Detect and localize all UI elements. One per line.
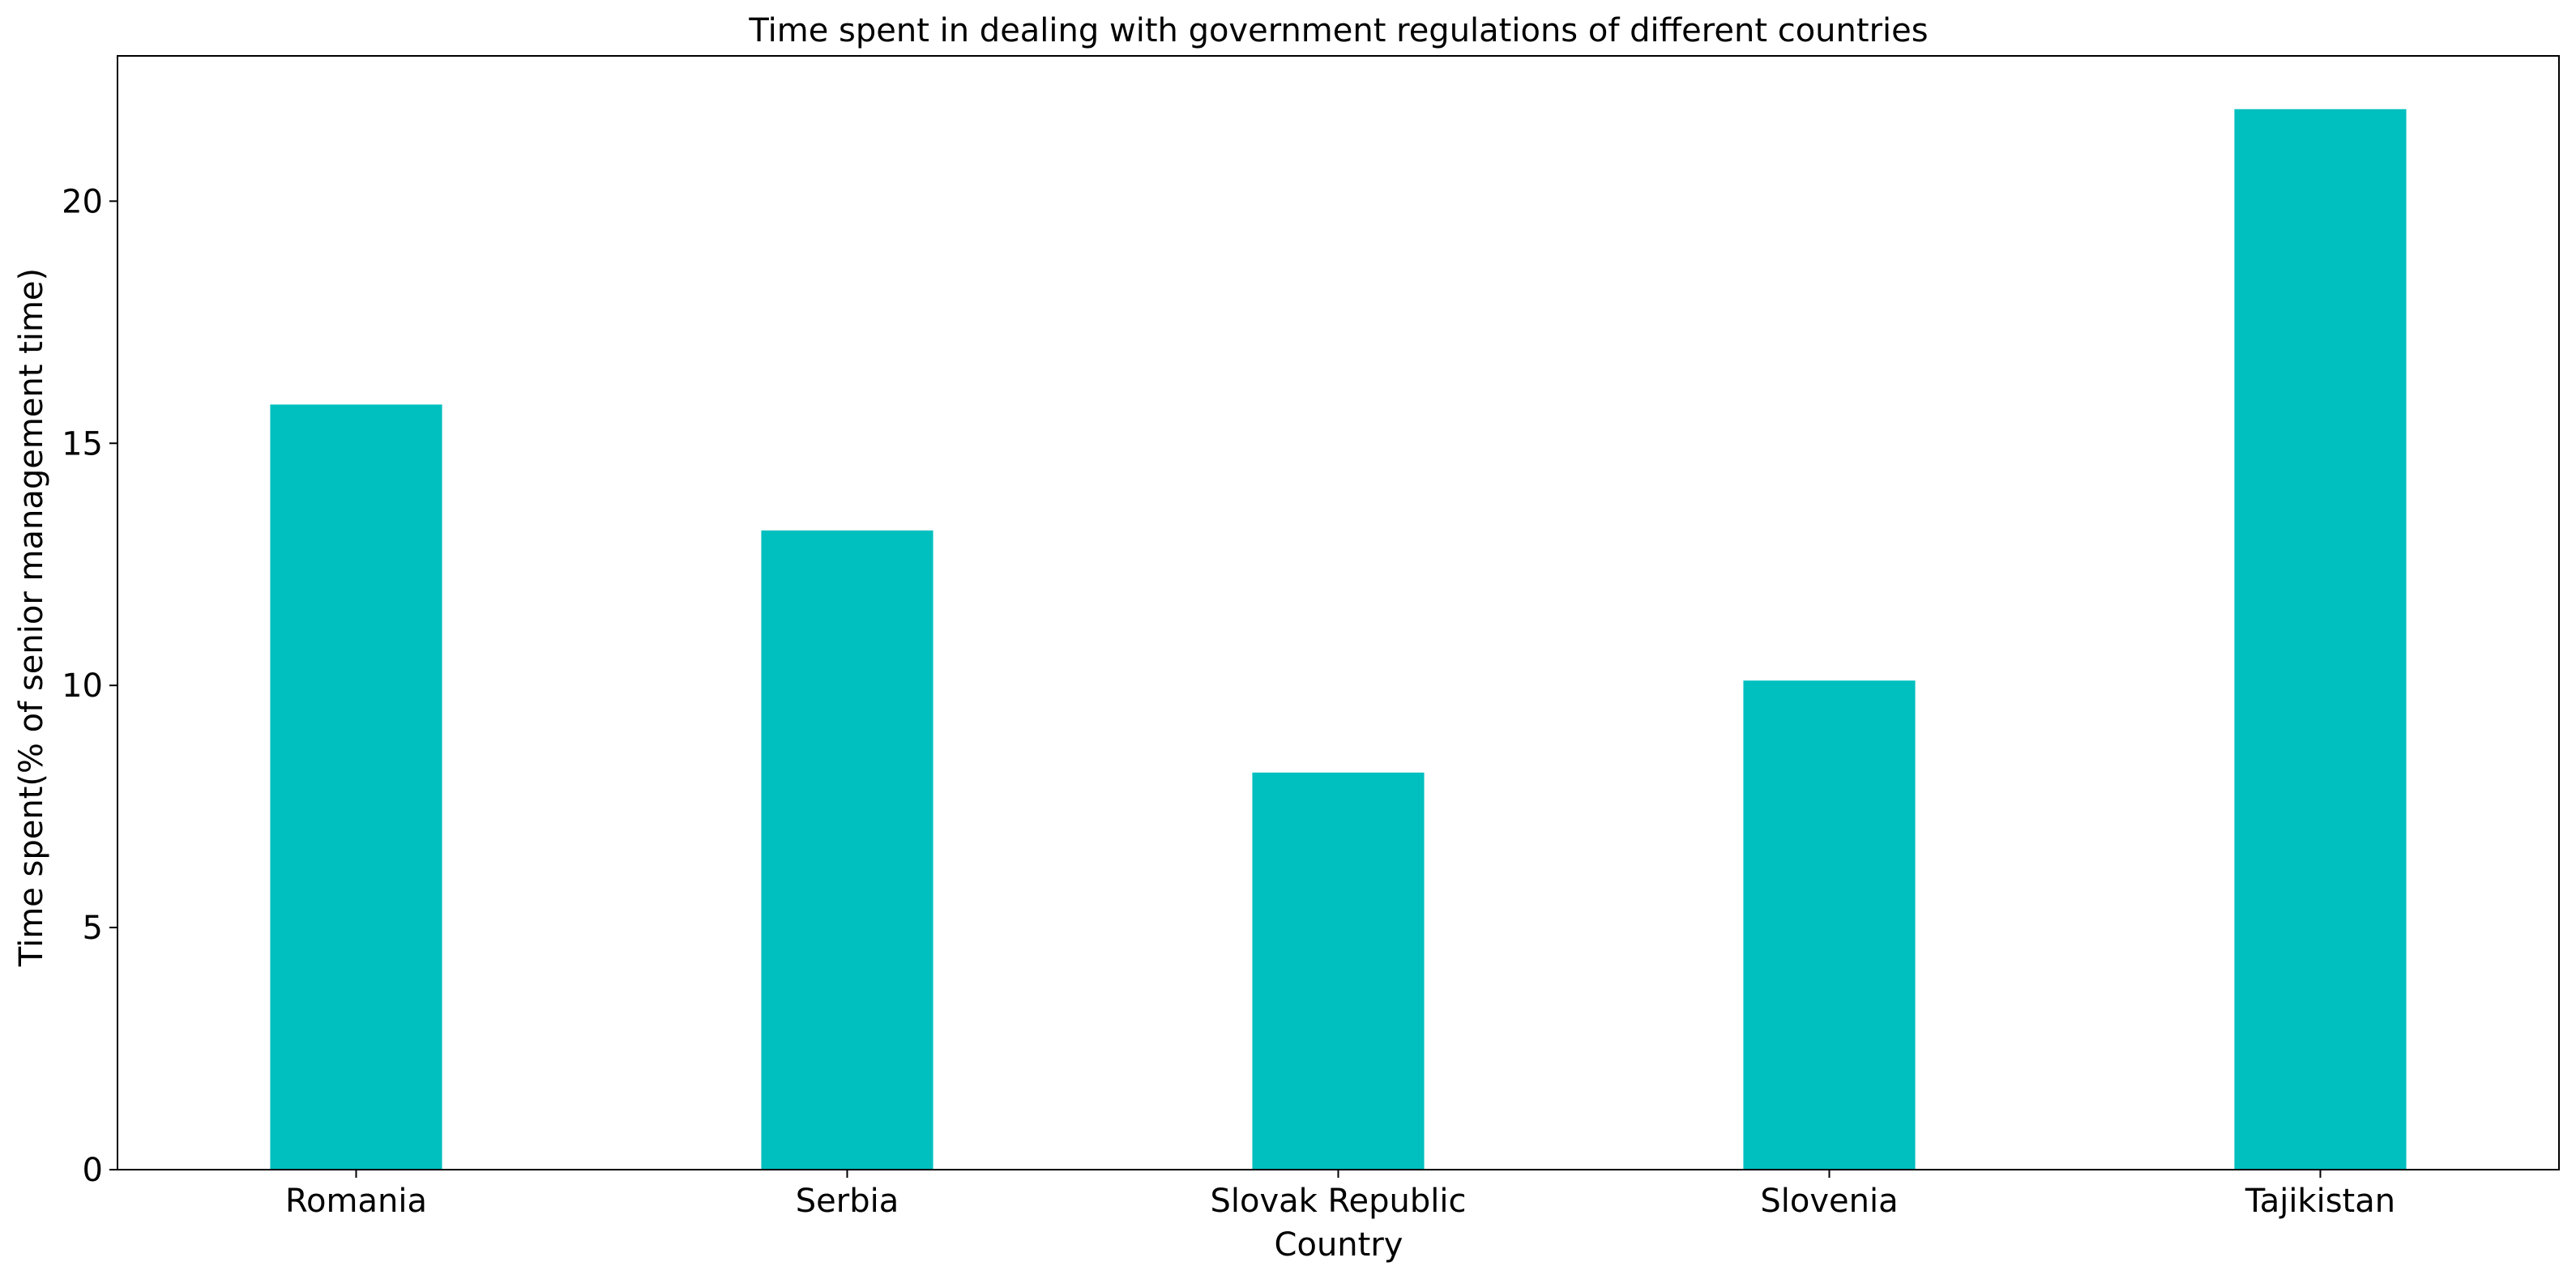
x-tick-label: Slovak Republic [1211, 1183, 1467, 1220]
y-axis-ticks: 0 5 10 15 20 [62, 183, 117, 1189]
bar-tajikistan [2234, 109, 2407, 1170]
chart-title: Time spent in dealing with government re… [748, 12, 1928, 49]
x-tick-label: Slovenia [1760, 1183, 1898, 1220]
x-axis-ticks: Romania Serbia Slovak Republic Slovenia Taji… [285, 1170, 2395, 1220]
y-tick-label: 10 [62, 667, 103, 705]
bar-romania [270, 404, 442, 1170]
y-axis-label: Time spent(% of senior management time) [13, 268, 50, 967]
bar-slovak-republic [1252, 772, 1425, 1170]
y-tick-label: 0 [83, 1152, 103, 1189]
x-tick-label: Tajikistan [2245, 1183, 2395, 1220]
x-tick-label: Serbia [796, 1183, 899, 1220]
x-tick-label: Romania [285, 1183, 427, 1220]
plot-area-frame [117, 55, 2560, 1170]
bars-group [270, 109, 2407, 1170]
y-tick-label: 5 [83, 910, 103, 947]
bar-serbia [761, 530, 933, 1170]
y-tick-label: 20 [62, 183, 103, 220]
bar-slovenia [1743, 680, 1916, 1170]
y-tick-label: 15 [62, 425, 103, 463]
x-axis-label: Country [1275, 1226, 1403, 1264]
